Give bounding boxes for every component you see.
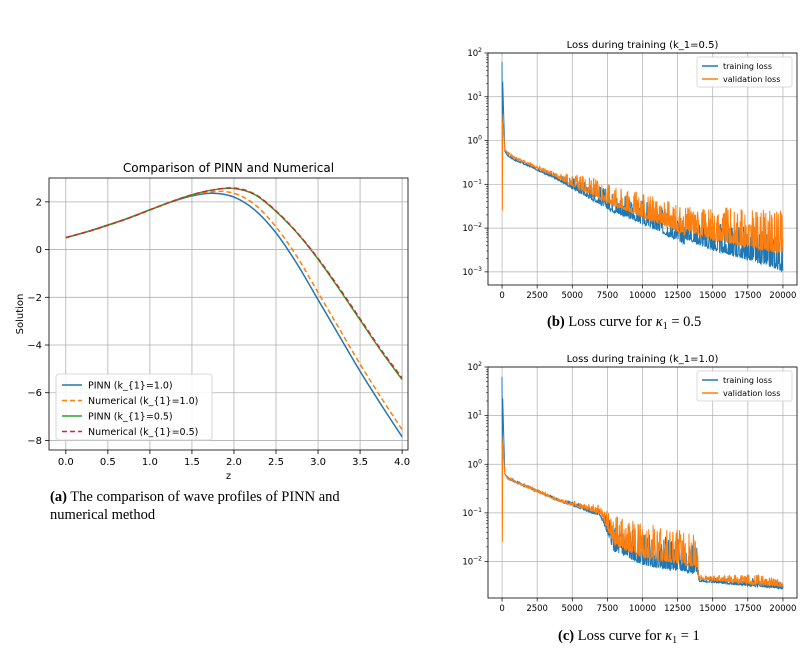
loss-series-0	[501, 61, 784, 273]
y-tick-label: 102	[467, 361, 482, 373]
x-tick-label: 0	[499, 604, 504, 614]
caption-b-value: = 0.5	[671, 314, 702, 330]
caption-b-kappa: κ	[655, 314, 663, 330]
caption-a-text: The comparison of wave profiles of PINN …	[50, 489, 340, 523]
x-tick-label: 3.0	[310, 457, 326, 468]
x-tick-label: 12500	[664, 604, 691, 614]
legend-label: Numerical (k_{1}=0.5)	[88, 427, 198, 438]
y-tick-label: −6	[27, 388, 42, 399]
legend-label: validation loss	[723, 75, 780, 84]
caption-c-label: (c)	[558, 628, 575, 644]
loss-series-0	[501, 376, 784, 590]
y-tick-label: 101	[467, 410, 482, 422]
series-line-2	[65, 187, 403, 381]
x-tick-label: 20000	[769, 604, 796, 614]
x-tick-label: 12500	[664, 291, 691, 301]
legend-label: training loss	[723, 62, 772, 71]
caption-c-value: = 1	[680, 628, 700, 644]
loss-series-1	[501, 114, 784, 254]
x-tick-label: 2.0	[226, 457, 242, 468]
x-tick-label: 7500	[597, 291, 619, 301]
chart-a-group: 0.0 0.5 1.0 1.5 2.0 2.5 3.0 3.5 4.0 2 0 −2 −4 −6 −8 Com…	[15, 161, 410, 482]
loss-series-1	[501, 435, 784, 588]
y-tick-label: 101	[467, 91, 482, 103]
x-tick-label: 1.0	[142, 457, 158, 468]
chart-title: Loss during training (k_1=1.0)	[567, 354, 719, 365]
y-tick-label: 10−1	[462, 178, 482, 190]
plot-frame	[487, 52, 798, 286]
y-tick-label: 10−1	[462, 507, 482, 519]
caption-c-sub: 1	[672, 635, 678, 646]
y-axis-label: Solution	[15, 294, 26, 335]
legend: PINN (k_{1}=1.0) Numerical (k_{1}=1.0) PIN…	[55, 373, 213, 441]
x-tick-label: 10000	[629, 604, 656, 614]
x-tick-label: 15000	[699, 604, 726, 614]
legend-label: PINN (k_{1}=1.0)	[88, 381, 173, 392]
x-tick-label: 3.5	[352, 457, 368, 468]
x-tick-label: 4.0	[394, 457, 410, 468]
x-tick-label: 5000	[561, 291, 583, 301]
legend-label: training loss	[723, 376, 772, 385]
caption-c-text: Loss curve for	[577, 628, 662, 644]
caption-b-sub: 1	[662, 321, 668, 332]
legend: training loss validation loss	[696, 56, 793, 88]
y-tick-label: −2	[27, 293, 42, 304]
y-tick-label: −4	[27, 341, 42, 352]
x-tick-label: 5000	[561, 604, 583, 614]
x-tick-label: 2500	[526, 291, 548, 301]
y-tick-label: −8	[27, 436, 42, 447]
loss-chart-2: 0 2500 5000 7500 10000 12500 15000 17500 20000 10…	[462, 354, 798, 614]
caption-b-text: Loss curve for	[568, 314, 653, 330]
legend-label: validation loss	[723, 389, 780, 398]
x-tick-label: 2.5	[268, 457, 284, 468]
x-tick-label: 17500	[734, 604, 761, 614]
legend-box	[696, 370, 793, 402]
legend-box	[55, 373, 213, 441]
x-tick-label: 0.0	[58, 457, 74, 468]
caption-c: (c) Loss curve for κ1 = 1	[558, 627, 758, 650]
legend-label: PINN (k_{1}=0.5)	[88, 412, 173, 423]
x-tick-label: 0	[499, 291, 504, 301]
y-tick-label: 100	[467, 458, 482, 470]
loss-chart-1: 0 2500 5000 7500 10000 12500 15000 17500 20000 10…	[462, 40, 798, 301]
x-tick-label: 2500	[526, 604, 548, 614]
legend: training loss validation loss	[696, 370, 793, 402]
chart-title: Loss during training (k_1=0.5)	[567, 40, 719, 51]
legend-box	[696, 56, 793, 88]
series-line-0	[65, 192, 403, 438]
chart-title: Comparison of PINN and Numerical	[123, 161, 334, 175]
x-tick-label: 10000	[629, 291, 656, 301]
series-line-3	[65, 187, 403, 379]
legend-label: Numerical (k_{1}=1.0)	[88, 396, 198, 407]
x-tick-label: 20000	[769, 291, 796, 301]
y-tick-label: 10−2	[462, 222, 482, 234]
y-tick-label: 0	[36, 245, 42, 256]
y-tick-label: 100	[467, 135, 482, 147]
x-tick-label: 17500	[734, 291, 761, 301]
caption-b: (b) Loss curve for κ1 = 0.5	[547, 313, 747, 336]
caption-a-label: (a)	[50, 489, 67, 505]
caption-a: (a) The comparison of wave profiles of P…	[50, 488, 382, 524]
y-tick-label: 102	[467, 47, 482, 59]
series-line-1	[65, 190, 403, 431]
y-tick-label: 10−2	[462, 556, 482, 568]
plot-frame	[487, 366, 798, 599]
plot-frame	[48, 177, 409, 451]
y-tick-label: 2	[36, 197, 42, 208]
caption-c-kappa: κ	[665, 628, 673, 644]
x-axis-label: z	[226, 471, 231, 482]
x-tick-label: 7500	[597, 604, 619, 614]
x-tick-label: 1.5	[184, 457, 200, 468]
x-tick-label: 15000	[699, 291, 726, 301]
y-tick-label: 10−3	[462, 266, 482, 278]
caption-b-label: (b)	[547, 314, 565, 330]
x-tick-label: 0.5	[100, 457, 116, 468]
